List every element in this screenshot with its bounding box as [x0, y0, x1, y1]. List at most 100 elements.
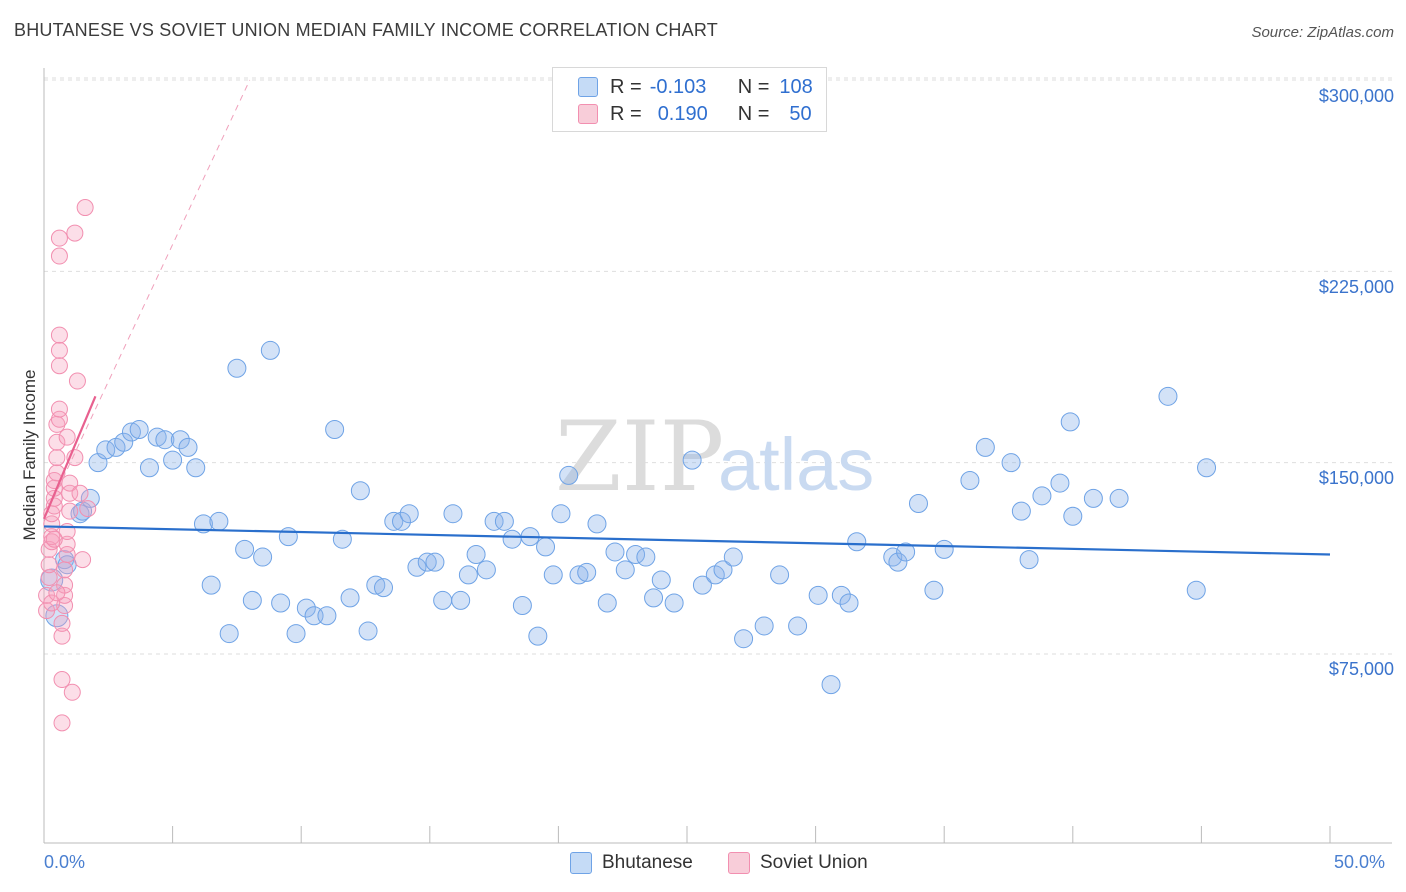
watermark-zip: ZIP	[555, 401, 724, 513]
soviet-union-point	[50, 341, 68, 359]
bhutanese-point	[451, 590, 471, 610]
bhutanese-point	[528, 626, 548, 646]
bhutanese-point	[960, 471, 980, 491]
bhutanese-point	[332, 529, 352, 549]
y-axis-label: Median Family Income	[20, 369, 39, 541]
bhutanese-point	[170, 430, 190, 450]
legend-n-value: 108	[779, 75, 813, 98]
bhutanese-point	[1197, 458, 1217, 478]
bhutanese-point	[839, 593, 859, 613]
soviet-union-point	[48, 449, 66, 467]
bhutanese-point	[713, 560, 733, 580]
bhutanese-point	[242, 590, 262, 610]
bhutanese-point	[502, 529, 522, 549]
soviet-union-point	[56, 597, 74, 615]
bhutanese-point	[821, 675, 841, 695]
bhutanese-point	[1050, 473, 1070, 493]
bhutanese-point	[193, 514, 213, 534]
bhutanese-point	[253, 547, 273, 567]
bhutanese-point	[374, 578, 394, 598]
soviet-union-point	[48, 433, 66, 451]
soviet-union-point	[53, 671, 71, 689]
bhutanese-point	[723, 547, 743, 567]
bhutanese-point	[114, 432, 134, 452]
bhutanese-point	[209, 511, 229, 531]
bhutanese-point	[1158, 386, 1178, 406]
soviet-union-point	[50, 357, 68, 375]
bhutanese-point	[235, 539, 255, 559]
soviet-union-point	[66, 224, 84, 242]
soviet-union-point	[76, 199, 94, 217]
soviet-union-point	[71, 484, 89, 502]
soviet-union-point	[58, 546, 76, 564]
soviet-union-point	[61, 484, 79, 502]
soviet-union-point	[61, 502, 79, 520]
bhutanese-point	[644, 588, 664, 608]
bhutanese-point	[512, 596, 532, 616]
legend-r-value: 0.190	[657, 102, 708, 125]
soviet-union-point	[50, 229, 68, 247]
soviet-union-point	[40, 568, 58, 586]
bhutanese-point	[559, 465, 579, 485]
bhutanese-point	[443, 504, 463, 524]
bhutanese-point	[466, 545, 486, 565]
bhutanese-point	[476, 560, 496, 580]
bhutanese-point	[1019, 550, 1039, 570]
bhutanese-points	[40, 340, 1217, 695]
bhutanese-point	[358, 621, 378, 641]
bhutanese-point	[155, 430, 175, 450]
bhutanese-point	[577, 562, 597, 582]
bhutanese-point	[227, 358, 247, 378]
soviet-union-point	[68, 372, 86, 390]
bhutanese-point	[754, 616, 774, 636]
bhutanese-legend-icon	[570, 852, 592, 874]
bhutanese-point	[831, 585, 851, 605]
correlation-legend: R = -0.103 N = 108 R = 0.190 N = 50	[552, 67, 827, 132]
bhutanese-point	[1083, 488, 1103, 508]
soviet-union-swatch-icon	[578, 104, 598, 124]
y-tick-label-225000: $225,000	[1318, 277, 1394, 297]
bhutanese-point	[417, 552, 437, 572]
bhutanese-point	[1186, 580, 1206, 600]
legend-r-label: R =	[610, 75, 642, 98]
bhutanese-point	[325, 420, 345, 440]
bhutanese-point	[350, 481, 370, 501]
bhutanese-point	[651, 570, 671, 590]
chart-source: Source: ZipAtlas.com	[1251, 24, 1394, 41]
bhutanese-point	[734, 629, 754, 649]
bhutanese-point	[636, 547, 656, 567]
soviet-union-point	[61, 474, 79, 492]
bhutanese-point	[407, 557, 427, 577]
soviet-union-trend-extension	[43, 79, 251, 520]
bhutanese-point	[896, 542, 916, 562]
bhutanese-point	[847, 532, 867, 552]
legend-row-bhutanese: R = -0.103 N = 108	[553, 75, 813, 99]
bhutanese-point	[366, 575, 386, 595]
bhutanese-point	[70, 504, 90, 524]
bhutanese-point	[484, 511, 504, 531]
bhutanese-point	[536, 537, 556, 557]
watermark: ZIP atlas	[555, 401, 874, 513]
x-tick-label-max: 50.0%	[1334, 852, 1386, 872]
watermark-atlas: atlas	[718, 423, 874, 506]
soviet-union-points	[38, 199, 97, 732]
y-tick-label-300000: $300,000	[1318, 86, 1394, 106]
y-tick-label-150000: $150,000	[1318, 468, 1394, 488]
bhutanese-point	[888, 552, 908, 572]
bhutanese-point	[278, 527, 298, 547]
bhutanese-point	[543, 565, 563, 585]
bhutanese-point	[425, 552, 445, 572]
axes	[43, 68, 1392, 844]
soviet-union-point	[50, 247, 68, 265]
soviet-union-point	[50, 326, 68, 344]
bhutanese-point	[1109, 488, 1129, 508]
bhutanese-legend-label: Bhutanese	[602, 852, 693, 873]
bhutanese-point	[163, 450, 183, 470]
bhutanese-point	[615, 560, 635, 580]
bhutanese-point	[883, 547, 903, 567]
bhutanese-point	[1060, 412, 1080, 432]
soviet-union-point	[50, 400, 68, 418]
y-tick-label-75000: $75,000	[1328, 659, 1394, 679]
bhutanese-point	[129, 420, 149, 440]
